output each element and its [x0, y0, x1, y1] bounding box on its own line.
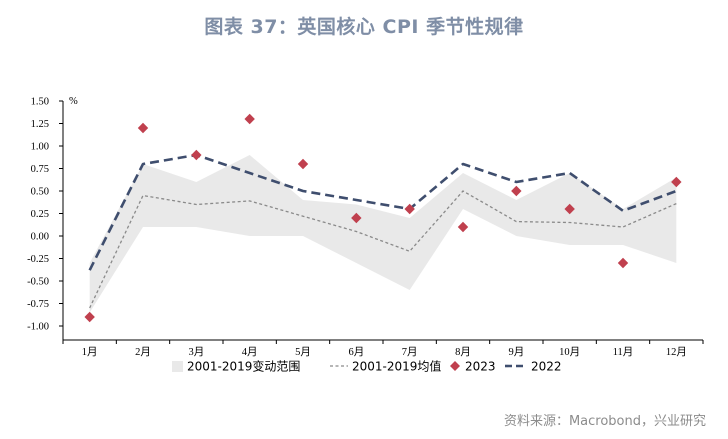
- x-tick-label: 2月: [135, 346, 151, 358]
- series-2023-point: [244, 113, 255, 125]
- x-tick-label: 6月: [348, 346, 364, 358]
- y-tick-label: 0.25: [31, 209, 49, 220]
- legend-label-2023: 2023: [465, 360, 496, 374]
- y-tick-label: -0.75: [27, 299, 49, 310]
- series-2023-point: [457, 221, 469, 233]
- series-2023-point: [671, 176, 682, 188]
- source-note: 资料来源：Macrobond，兴业研究: [503, 414, 706, 429]
- x-tick-label: 5月: [295, 346, 311, 358]
- x-tick-label: 11月: [613, 346, 634, 358]
- y-unit-label: %: [69, 96, 78, 107]
- y-tick-label: -0.25: [27, 254, 49, 265]
- chart-title: 图表 37：英国核心 CPI 季节性规律: [204, 16, 524, 38]
- series-2023-point: [297, 158, 309, 170]
- range-band-layer: [89, 155, 677, 313]
- series-2023-point: [191, 149, 202, 161]
- y-tick-label: 1.50: [31, 97, 49, 108]
- series-2023-point: [511, 185, 522, 197]
- legend-label-2022: 2022: [531, 360, 562, 374]
- x-tick-label: 7月: [402, 346, 418, 358]
- range-band: [89, 155, 677, 313]
- legend-swatch-2023: [450, 361, 460, 371]
- x-tick-label: 4月: [242, 346, 258, 358]
- x-tick-label: 10月: [559, 346, 580, 358]
- y-tick-label: -1.00: [27, 322, 49, 333]
- series-2023-point: [84, 311, 95, 323]
- y-tick-label: 1.00: [31, 142, 49, 153]
- legend-swatch-range: [172, 361, 183, 372]
- series-2023-point: [617, 257, 629, 269]
- y-tick-label: 0.00: [31, 232, 49, 243]
- series-2001-2019-average-line: [89, 190, 677, 309]
- y-tick-label: 0.50: [31, 187, 49, 198]
- legend-label-average: 2001-2019均值: [352, 359, 441, 374]
- legend: 2001-2019变动范围 2001-2019均值 2023 2022: [172, 359, 562, 374]
- series-2023-point: [137, 122, 149, 134]
- series-2023-point: [404, 203, 415, 215]
- series-2023-point: [564, 203, 575, 215]
- series-layer: [84, 113, 682, 323]
- x-tick-label: 3月: [188, 346, 204, 358]
- legend-label-range: 2001-2019变动范围: [187, 359, 300, 374]
- x-tick-label: 9月: [508, 346, 524, 358]
- series-2023-point: [351, 212, 362, 224]
- x-tick-label: 8月: [455, 346, 471, 358]
- x-tick-label: 12月: [666, 346, 687, 358]
- axes-layer: 1.50 1.25 1.00 0.75 0.50 0.25 0.00 -0.25 -0.50 -0…: [27, 96, 704, 358]
- y-tick-label: 1.25: [31, 119, 49, 130]
- y-tick-label: 0.75: [31, 164, 49, 175]
- series-2022-line: [88, 153, 677, 271]
- y-tick-label: -0.50: [27, 277, 49, 288]
- x-tick-label: 1月: [82, 346, 98, 358]
